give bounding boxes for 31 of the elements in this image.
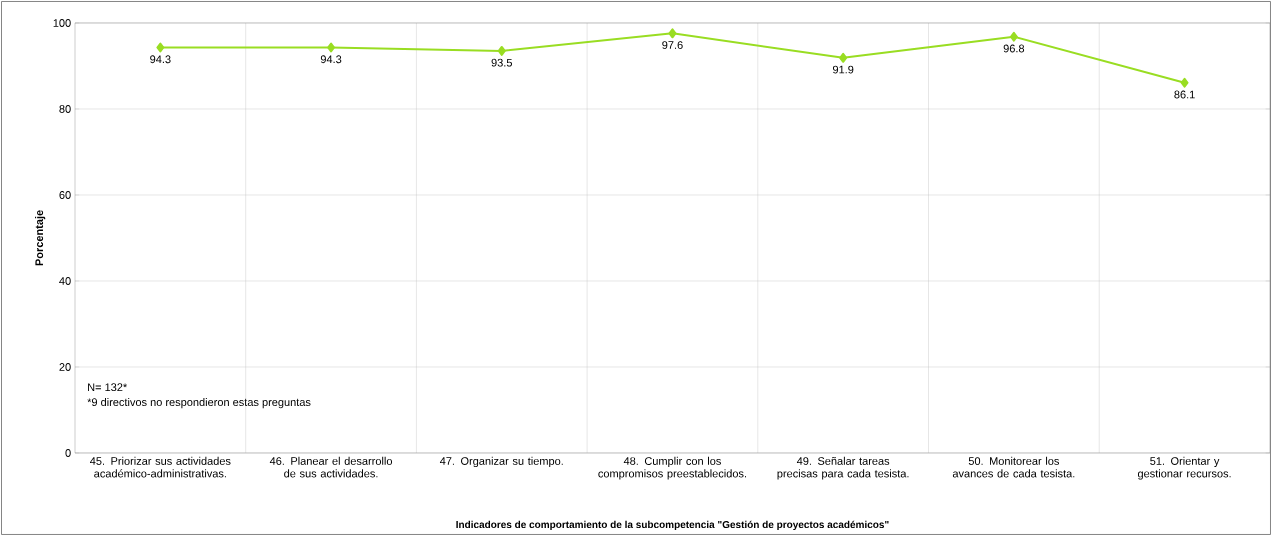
annotation: N= 132* bbox=[88, 383, 128, 392]
point bbox=[497, 45, 506, 56]
data-label: 91.9 bbox=[832, 65, 854, 74]
y-axis-title: Porcentaje bbox=[35, 210, 46, 266]
data-label: 97.6 bbox=[662, 41, 683, 49]
point bbox=[668, 28, 677, 39]
data-label: 94.3 bbox=[320, 55, 342, 64]
data-label: 96.8 bbox=[1003, 44, 1025, 53]
point bbox=[1009, 31, 1018, 42]
data-label: 93.5 bbox=[491, 58, 513, 67]
y-tick-label: 40 bbox=[59, 277, 71, 285]
y-tick-label: 100 bbox=[53, 19, 71, 27]
x-tick-label: 47. Organizar su tiempo. bbox=[439, 456, 563, 468]
y-tick-label: 60 bbox=[59, 191, 71, 199]
data-label: 86.1 bbox=[1174, 90, 1195, 99]
x-tick-label: 49. Señalar tareas precisas para cada tesista. bbox=[777, 456, 909, 480]
point bbox=[1180, 77, 1189, 88]
point bbox=[839, 52, 848, 63]
point bbox=[156, 42, 165, 53]
data-label: 94.3 bbox=[150, 55, 171, 64]
x-tick-label: 48. Cumplir con los compromisos preestablecidos. bbox=[598, 456, 747, 480]
x-axis-title: Indicadores de comportamiento de la subcompetencia "Gestión de proyectos académicos" bbox=[456, 520, 889, 531]
x-tick-label: 46. Planear el desarrollo de sus actividades. bbox=[269, 456, 393, 478]
x-tick-label: 45. Priorizar sus actividades académico-administrativas. bbox=[90, 456, 231, 478]
x-tick-label: 51. Orientar y gestionar recursos. bbox=[1137, 456, 1231, 480]
point bbox=[327, 42, 336, 53]
y-tick-label: 0 bbox=[65, 449, 71, 457]
x-tick-label: 50. Monitorear los avances de cada tesista. bbox=[952, 456, 1075, 478]
y-tick-label: 80 bbox=[59, 105, 71, 113]
annotation: *9 directivos no respondieron estas preguntas bbox=[87, 397, 311, 409]
y-tick-label: 20 bbox=[59, 363, 71, 371]
